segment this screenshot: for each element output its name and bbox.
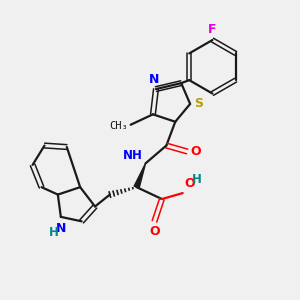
Text: O: O: [191, 145, 201, 158]
Text: CH₃: CH₃: [110, 121, 128, 131]
Text: F: F: [208, 23, 217, 37]
Text: N: N: [149, 73, 160, 85]
Text: H: H: [49, 226, 58, 239]
Text: N: N: [56, 222, 66, 235]
Text: H: H: [192, 173, 202, 186]
Text: NH: NH: [123, 149, 143, 162]
Polygon shape: [134, 164, 146, 188]
Text: S: S: [194, 98, 203, 110]
Text: O: O: [149, 226, 160, 238]
Text: O: O: [184, 177, 195, 190]
